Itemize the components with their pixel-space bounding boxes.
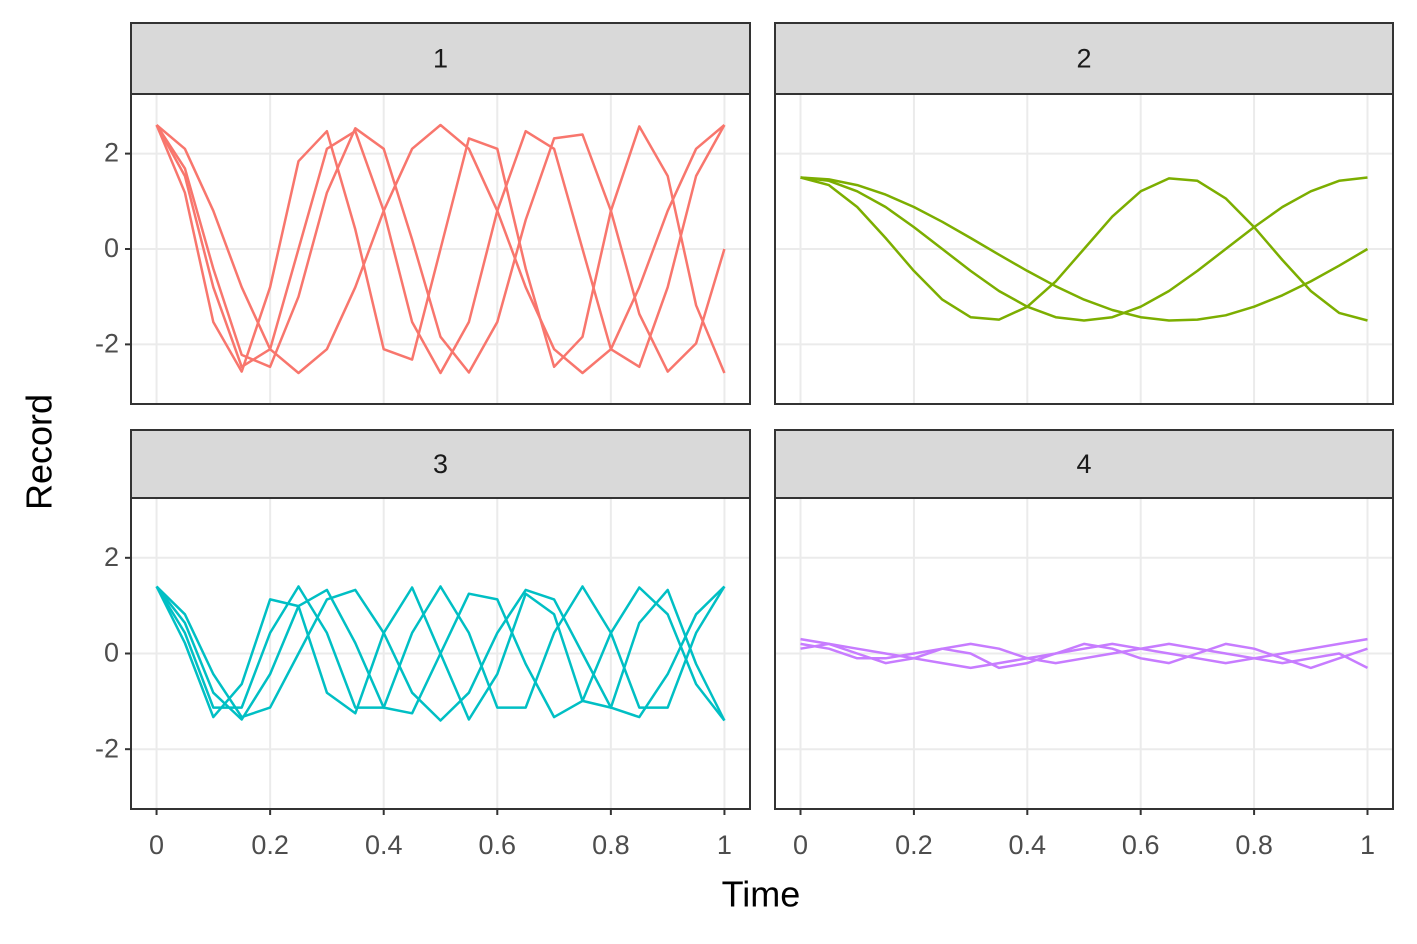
strip-label: 2: [1076, 44, 1091, 74]
x-tick-label: 0: [793, 830, 808, 860]
strip-label: 4: [1076, 449, 1091, 479]
line: [800, 642, 1369, 670]
line: [155, 124, 726, 374]
strip: [130, 22, 751, 95]
line: [800, 176, 1368, 322]
line: [800, 176, 1369, 322]
x-tick-label: 0.8: [1235, 830, 1273, 860]
line: [155, 124, 726, 375]
line: [800, 642, 1368, 670]
line: [155, 585, 726, 709]
x-tick-label: 0.6: [1122, 830, 1160, 860]
strip-label: 1: [433, 44, 448, 74]
y-tick-label: -2: [95, 329, 119, 359]
strip-label: 3: [433, 449, 448, 479]
x-tick-label: 0.2: [895, 830, 933, 860]
x-tick-label: 0.4: [365, 830, 403, 860]
x-tick-label: 0.4: [1009, 830, 1047, 860]
strip: [774, 429, 1394, 499]
y-axis-title: Record: [19, 394, 60, 510]
x-tick-label: 0.2: [251, 830, 289, 860]
line: [155, 585, 726, 722]
strip: [130, 429, 751, 499]
x-tick-label: 0.6: [479, 830, 517, 860]
x-tick-label: 1: [1360, 830, 1375, 860]
line: [155, 124, 726, 374]
line: [155, 123, 726, 375]
x-tick-label: 0.8: [592, 830, 630, 860]
y-tick-label: 2: [104, 138, 119, 168]
y-tick-label: 2: [104, 542, 119, 572]
x-tick-label: 0: [149, 830, 164, 860]
y-tick-label: -2: [95, 733, 119, 763]
x-tick-label: 1: [717, 830, 732, 860]
y-tick-label: 0: [104, 233, 119, 263]
panel-border: [774, 497, 1394, 810]
panel-border: [774, 93, 1394, 405]
y-tick-label: 0: [104, 638, 119, 668]
line: [155, 585, 726, 722]
x-axis-title: Time: [722, 874, 801, 915]
line: [800, 176, 1368, 322]
